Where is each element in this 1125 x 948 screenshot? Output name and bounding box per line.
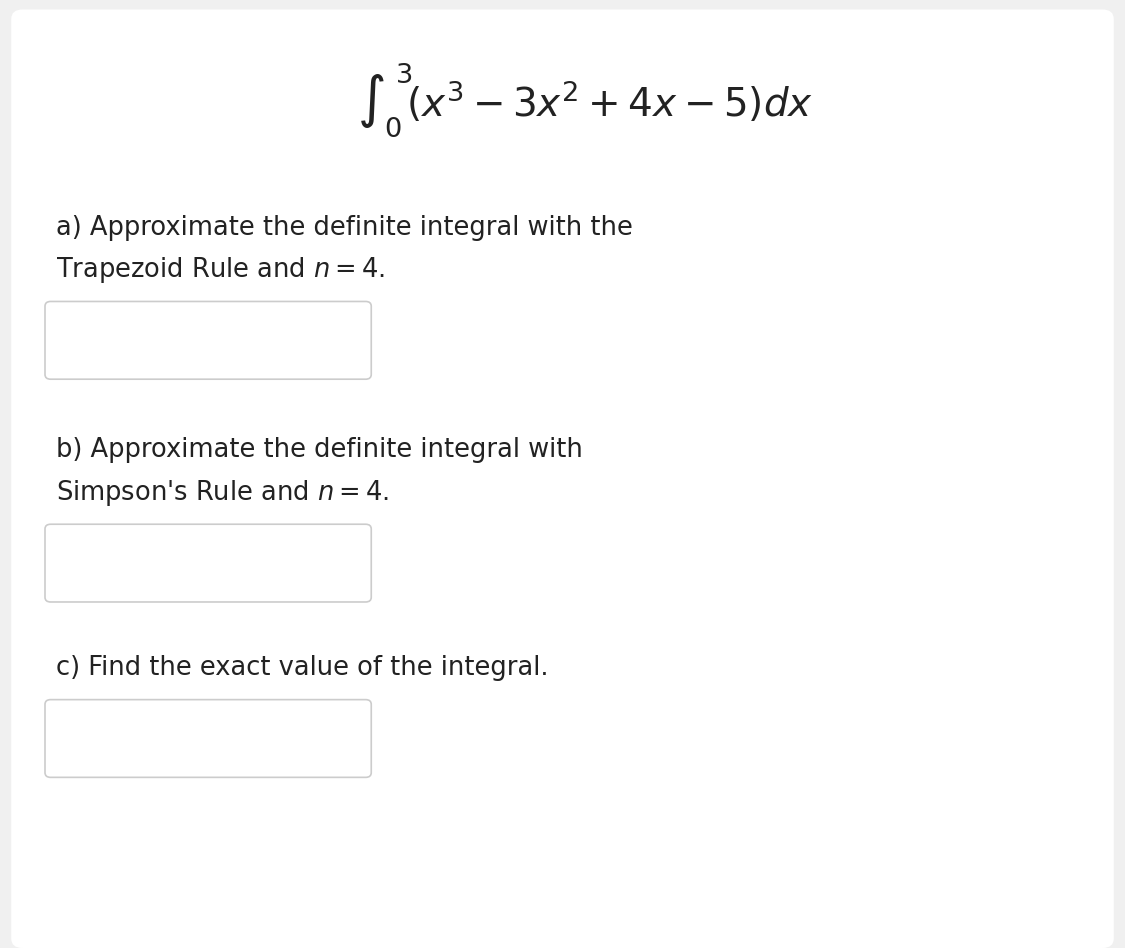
Text: Trapezoid Rule and $n = 4$.: Trapezoid Rule and $n = 4$. bbox=[56, 255, 385, 285]
Text: b) Approximate the definite integral with: b) Approximate the definite integral wit… bbox=[56, 437, 583, 464]
Text: Simpson's Rule and $n = 4$.: Simpson's Rule and $n = 4$. bbox=[56, 478, 389, 508]
FancyBboxPatch shape bbox=[11, 9, 1114, 948]
Text: a) Approximate the definite integral with the: a) Approximate the definite integral wit… bbox=[56, 214, 633, 241]
Text: $\int_0^{\,3} \!\left(x^3 - 3x^2 + 4x - 5\right) dx$: $\int_0^{\,3} \!\left(x^3 - 3x^2 + 4x - … bbox=[357, 61, 813, 138]
FancyBboxPatch shape bbox=[45, 524, 371, 602]
Text: c) Find the exact value of the integral.: c) Find the exact value of the integral. bbox=[56, 655, 549, 682]
FancyBboxPatch shape bbox=[45, 301, 371, 379]
FancyBboxPatch shape bbox=[45, 700, 371, 777]
